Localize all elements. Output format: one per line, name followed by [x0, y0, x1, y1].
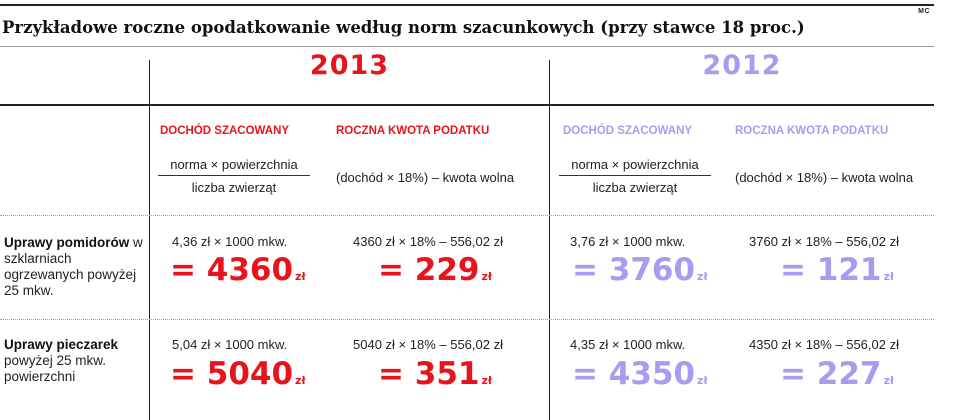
- tax-calc-2013: 4360 zł × 18% – 556,02 zł: [353, 234, 503, 249]
- result-value: = 4350: [572, 356, 696, 392]
- unit-label: zł: [883, 374, 894, 387]
- column-divider-years: [549, 60, 550, 420]
- row-label-bold: Uprawy pomidorów: [4, 235, 130, 250]
- column-divider-label: [149, 60, 150, 420]
- tax-calc-2012: 4350 zł × 18% – 556,02 zł: [749, 337, 899, 352]
- formula-numerator: norma × powierzchnia: [571, 157, 699, 172]
- unit-label: zł: [697, 374, 708, 387]
- result-value: = 229: [378, 252, 480, 288]
- income-calc-2012: 3,76 zł × 1000 mkw.: [570, 234, 686, 249]
- result-value: = 3760: [572, 252, 696, 288]
- unit-label: zł: [295, 374, 306, 387]
- author-credit: MC: [918, 8, 930, 15]
- result-value: = 121: [780, 252, 882, 288]
- row-label-rest: w szklarniach ogrzewanych powyżej 25 mkw…: [4, 235, 143, 298]
- result-value: = 227: [780, 356, 882, 392]
- row-divider: [0, 319, 934, 320]
- page-title: Przykładowe roczne opodatkowanie według …: [2, 18, 805, 37]
- col-header-tax-2013: ROCZNA KWOTA PODATKU: [336, 125, 490, 137]
- year-heading-2012: 2012: [702, 50, 782, 81]
- result-value: = 4360: [170, 252, 294, 288]
- unit-label: zł: [697, 270, 708, 283]
- income-formula-2012: norma × powierzchnia liczba zwierząt: [559, 157, 711, 195]
- income-result-2012: = 3760 zł: [572, 252, 708, 295]
- income-result-2013: = 5040 zł: [170, 356, 306, 399]
- income-calc-2012: 4,35 zł × 1000 mkw.: [570, 337, 686, 352]
- income-result-2013: = 4360 zł: [170, 252, 306, 295]
- col-header-tax-2012: ROCZNA KWOTA PODATKU: [735, 125, 889, 137]
- tax-formula-2013: (dochód × 18%) – kwota wolna: [336, 170, 515, 185]
- col-header-income-2013: DOCHÓD SZACOWANY: [160, 125, 290, 137]
- year-heading-2013: 2013: [309, 50, 390, 81]
- income-result-2012: = 4350 zł: [572, 356, 708, 399]
- tax-calc-2012: 3760 zł × 18% – 556,02 zł: [749, 234, 899, 249]
- tax-result-2012: = 121 zł: [780, 252, 894, 295]
- unit-label: zł: [883, 270, 894, 283]
- unit-label: zł: [295, 270, 306, 283]
- result-value: = 5040: [170, 356, 294, 392]
- formula-denominator: liczba zwierząt: [191, 180, 277, 195]
- income-formula-2013: norma × powierzchnia liczba zwierząt: [158, 157, 310, 195]
- income-calc-2013: 5,04 zł × 1000 mkw.: [172, 337, 288, 352]
- fraction-bar: [158, 175, 310, 176]
- tax-result-2012: = 227 zł: [780, 356, 894, 399]
- row-label-bold: Uprawy pieczarek: [4, 337, 119, 352]
- tax-formula-2012: (dochód × 18%) – kwota wolna: [735, 170, 914, 185]
- formula-numerator: norma × powierzchnia: [170, 157, 298, 172]
- tax-result-2013: = 229 zł: [378, 252, 492, 295]
- title-divider: [0, 46, 934, 47]
- row-divider: [0, 215, 934, 216]
- result-value: = 351: [378, 356, 480, 392]
- top-rule: [0, 4, 934, 6]
- col-header-income-2012: DOCHÓD SZACOWANY: [563, 125, 693, 137]
- unit-label: zł: [481, 374, 492, 387]
- header-rule: [0, 104, 934, 106]
- income-calc-2013: 4,36 zł × 1000 mkw.: [172, 234, 288, 249]
- row-label-tomatoes: Uprawy pomidorów w szklarniach ogrzewany…: [4, 235, 146, 299]
- tax-result-2013: = 351 zł: [378, 356, 492, 399]
- row-label-rest: powyżej 25 mkw. powierzchni: [4, 353, 107, 384]
- row-label-mushrooms: Uprawy pieczarek powyżej 25 mkw. powierz…: [4, 337, 146, 385]
- tax-calc-2013: 5040 zł × 18% – 556,02 zł: [353, 337, 503, 352]
- formula-denominator: liczba zwierząt: [592, 180, 678, 195]
- unit-label: zł: [481, 270, 492, 283]
- fraction-bar: [559, 175, 711, 176]
